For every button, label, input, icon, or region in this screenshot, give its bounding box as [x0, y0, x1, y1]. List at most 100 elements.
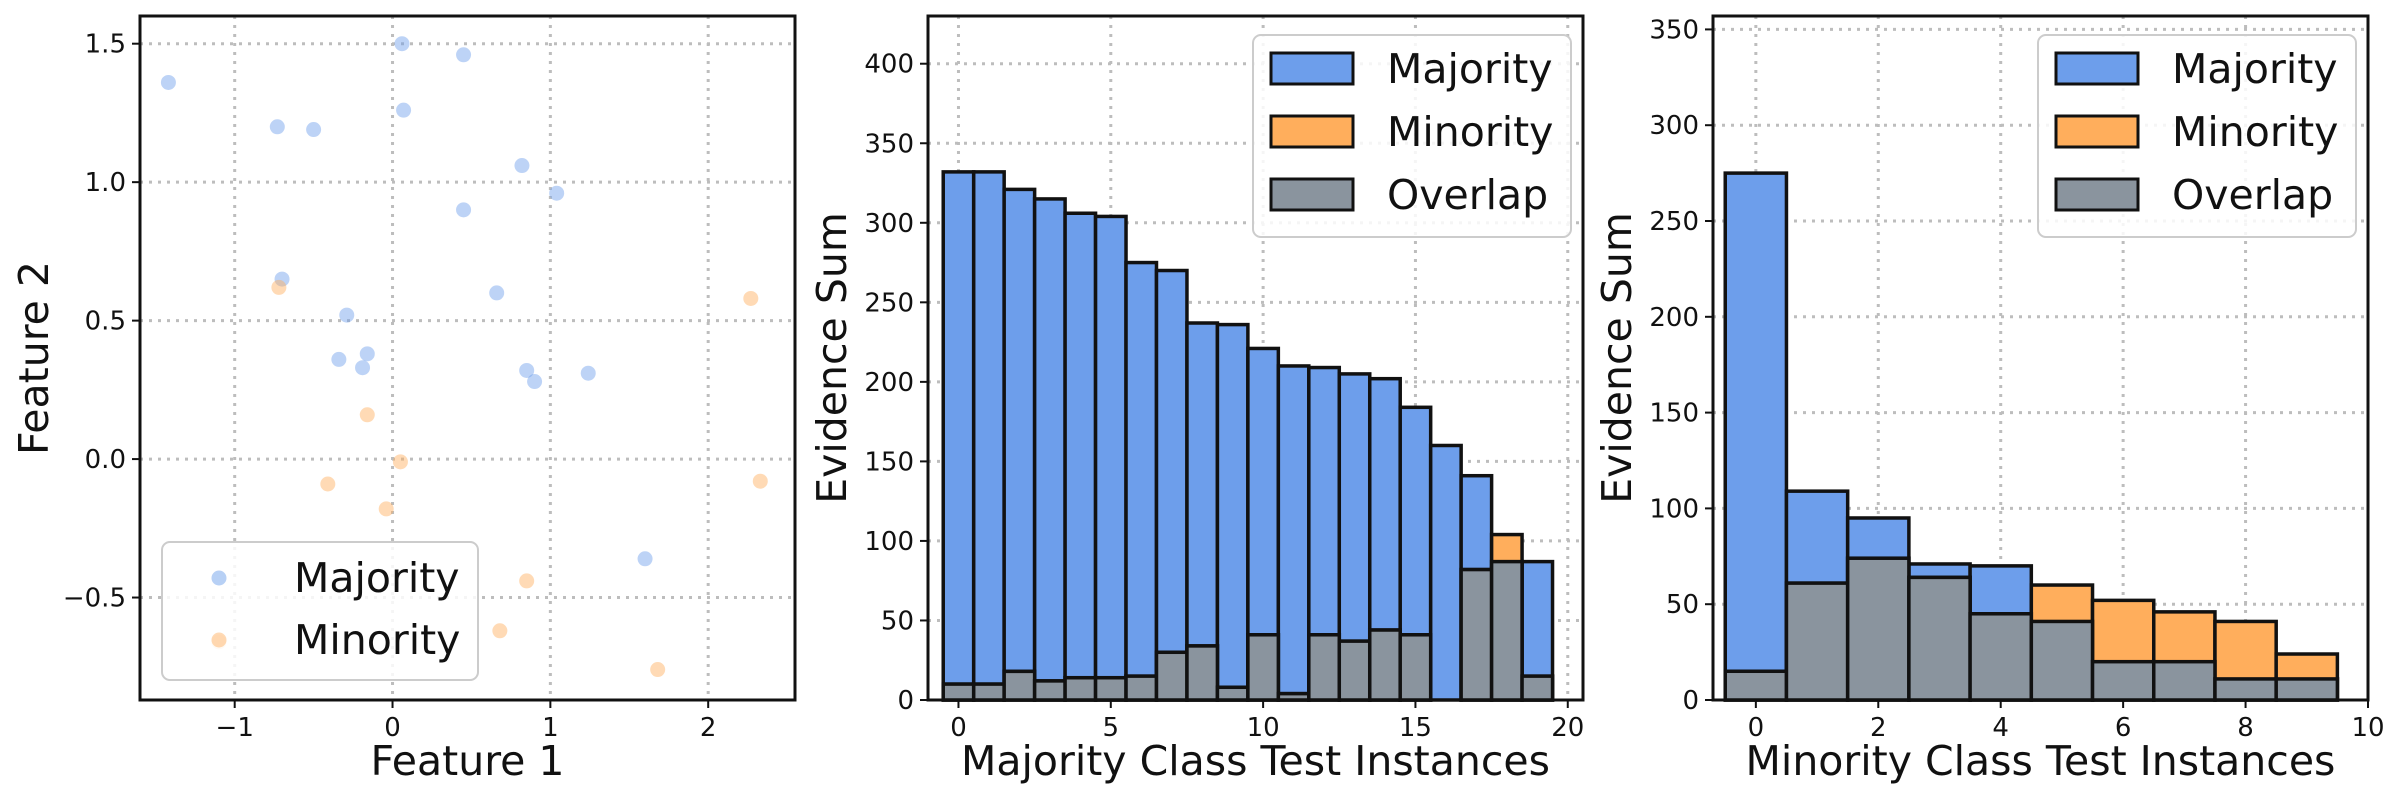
majority-bar	[1093, 214, 1128, 702]
majority-point	[519, 362, 535, 378]
y-tick-label: 1.5	[85, 30, 126, 60]
legend-label-majority: Majority	[294, 554, 460, 602]
overlap-bar	[1337, 639, 1372, 702]
x-tick-label: 10	[2351, 713, 2384, 743]
majority-bar	[1276, 364, 1311, 702]
minority-point	[320, 476, 336, 492]
legend-label-minority: Minority	[2172, 108, 2338, 156]
overlap-bar	[1723, 669, 1789, 702]
x-tick-label: 15	[1399, 713, 1432, 743]
overlap-bar	[1307, 633, 1342, 702]
y-tick-label: 300	[1649, 111, 1699, 141]
majority-point	[580, 365, 596, 381]
y-tick-label: 1.0	[85, 168, 126, 198]
overlap-bar	[1124, 674, 1159, 702]
minority-point	[743, 290, 759, 306]
scatter-panel: Majority Minority −1 0 1 2 −0.5 0.0 0.5 1.0 1.5 Fea…	[10, 14, 797, 785]
majority-point	[331, 351, 347, 367]
overlap-bar	[1459, 567, 1494, 702]
majority-bar	[1185, 321, 1220, 702]
overlap-bar	[2090, 659, 2156, 702]
overlap-bar	[1032, 679, 1067, 702]
majority-point	[637, 551, 653, 567]
legend-label-minority: Minority	[1387, 108, 1553, 156]
overlap-bar	[2274, 677, 2340, 702]
legend: Majority Minority	[161, 541, 479, 681]
minority-point	[519, 573, 535, 589]
majority-bar	[1002, 187, 1037, 702]
x-tick-label: 4	[1992, 713, 2009, 743]
legend-marker-majority	[211, 570, 227, 586]
majority-point	[274, 271, 290, 287]
majority-point	[514, 158, 530, 174]
majority-point	[394, 36, 410, 52]
majority-bar	[971, 170, 1006, 702]
majority-point	[269, 119, 285, 135]
y-tick-label: 0.0	[85, 445, 126, 475]
x-axis-label: Majority Class Test Instances	[961, 737, 1550, 785]
legend-marker-minority	[211, 632, 227, 648]
majority-point	[306, 122, 322, 138]
x-tick-label: −1	[216, 713, 254, 743]
y-tick-label: −0.5	[63, 584, 126, 614]
majority-bar	[1124, 260, 1159, 702]
x-axis-label: Feature 1	[370, 737, 564, 785]
y-tick-label: 350	[864, 129, 914, 159]
majority-bar	[941, 170, 976, 702]
legend-swatch-majority	[2054, 51, 2140, 86]
minority-point	[271, 279, 287, 295]
legend-label-overlap: Overlap	[1387, 171, 1548, 219]
y-tick-label: 400	[864, 50, 914, 80]
majority-point	[160, 74, 176, 90]
overlap-bar	[1246, 633, 1281, 702]
legend-label-overlap: Overlap	[2172, 171, 2333, 219]
minority-point	[359, 407, 375, 423]
majority-point	[339, 307, 355, 323]
x-tick-label: 10	[1247, 713, 1280, 743]
x-tick-label: 5	[1103, 713, 1120, 743]
overlap-bar	[1367, 628, 1402, 702]
legend-swatch-overlap	[1269, 177, 1355, 212]
overlap-bar	[2029, 619, 2095, 702]
plot-frame	[926, 14, 1585, 702]
overlap-bar	[1520, 674, 1555, 702]
overlap-bar	[1907, 575, 1972, 702]
x-tick-label: 8	[2237, 713, 2254, 743]
y-tick-label: 200	[1649, 303, 1699, 333]
overlap-bar	[971, 682, 1006, 702]
overlap-bar	[2213, 677, 2278, 702]
plot-frame	[138, 14, 797, 702]
minority-point	[650, 662, 666, 678]
overlap-bar	[1093, 675, 1128, 702]
x-tick-label: 0	[950, 713, 967, 743]
overlap-bar	[1968, 612, 2034, 702]
overlap-bar	[1784, 581, 1850, 702]
y-tick-label: 50	[1666, 590, 1699, 620]
plot-frame	[1711, 14, 2370, 702]
legend-label-minority: Minority	[294, 616, 460, 664]
majority-bar	[1032, 197, 1067, 702]
overlap-bar	[1398, 633, 1433, 702]
minority-point	[752, 473, 768, 489]
legend-swatch-minority	[2054, 114, 2140, 149]
majority-point	[359, 346, 375, 362]
x-tick-label: 6	[2115, 713, 2132, 743]
y-tick-label: 200	[864, 368, 914, 398]
overlap-bar	[941, 682, 976, 702]
legend-swatch-minority	[1269, 114, 1355, 149]
x-tick-label: 0	[384, 713, 401, 743]
x-axis-label: Minority Class Test Instances	[1746, 737, 2336, 785]
overlap-bar	[1489, 559, 1524, 702]
minority-point	[392, 454, 408, 470]
majority-bar	[1154, 268, 1189, 702]
minority-point	[492, 623, 508, 639]
y-tick-label: 150	[1649, 399, 1699, 429]
x-tick-label: 2	[700, 713, 717, 743]
y-tick-label: 0	[1682, 686, 1699, 716]
overlap-bar	[1215, 685, 1250, 702]
majority-bar	[1428, 443, 1463, 702]
majority-bar	[1723, 171, 1789, 702]
majority-point	[355, 360, 371, 376]
